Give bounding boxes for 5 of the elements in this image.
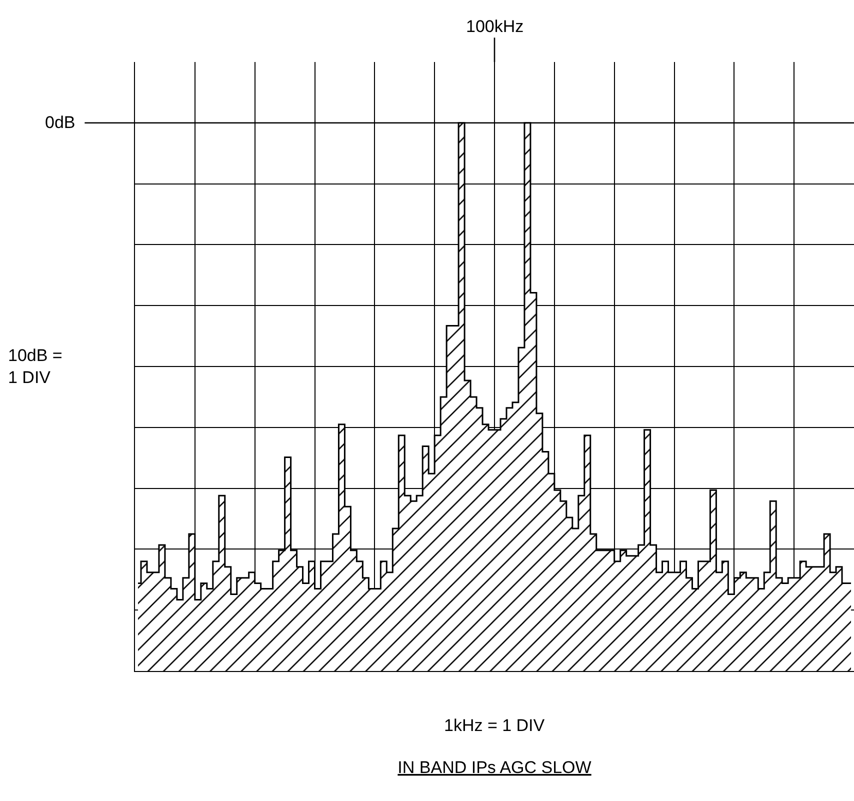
text: 1kHz = 1 DIV [444, 716, 546, 735]
text: 10dB = 1 DIV [8, 346, 62, 388]
text: 100kHz [466, 17, 524, 36]
ref-line-label: 0dB [45, 113, 76, 132]
text: IN BAND IPs AGC SLOW [398, 758, 592, 777]
